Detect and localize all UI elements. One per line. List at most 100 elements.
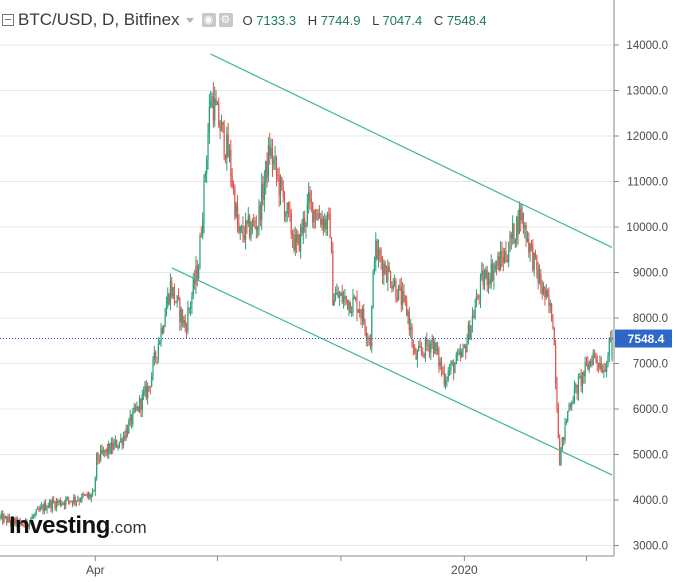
y-tick-label: 6000.0 xyxy=(633,404,668,416)
gear-icon[interactable]: ⚙ xyxy=(218,13,233,27)
candle-body xyxy=(59,500,61,506)
candle-body xyxy=(483,277,486,286)
last-price-label: 7548.4 xyxy=(628,332,665,346)
candle-body xyxy=(129,415,131,422)
candle-body xyxy=(125,428,127,439)
candle-body xyxy=(156,357,158,359)
candle-body xyxy=(493,269,495,280)
candle-body xyxy=(214,98,216,121)
candle-body xyxy=(188,308,190,310)
candle-body xyxy=(210,101,212,107)
candle-body xyxy=(51,500,53,510)
candle-body xyxy=(3,516,5,523)
candle-body xyxy=(379,249,381,256)
candle-body xyxy=(525,225,527,242)
candle-body xyxy=(458,351,460,355)
candle-body xyxy=(263,182,265,200)
candle-body xyxy=(591,360,593,365)
candle-body xyxy=(278,175,280,196)
candle-body xyxy=(222,121,224,125)
candle-body xyxy=(457,354,459,356)
candle-body xyxy=(62,502,64,504)
candle-body xyxy=(133,407,135,411)
candle-body xyxy=(270,148,272,157)
candle-body xyxy=(110,442,112,454)
candle-body xyxy=(0,516,1,519)
candle-body xyxy=(569,404,571,407)
candle-body xyxy=(257,227,259,231)
candle-body xyxy=(498,256,500,271)
candle-body xyxy=(160,328,162,342)
candle-body xyxy=(361,308,363,320)
logo-brand: Investing xyxy=(9,512,110,539)
eye-icon[interactable]: ◉ xyxy=(201,13,216,27)
candle-body xyxy=(267,145,270,178)
candle-body xyxy=(171,281,173,297)
lower-channel-line[interactable] xyxy=(171,267,613,476)
candle-body xyxy=(279,177,282,196)
candle-body xyxy=(546,290,549,296)
candle-body xyxy=(471,315,474,326)
candle-body xyxy=(510,234,512,239)
candle-body xyxy=(49,500,51,507)
candle-body xyxy=(294,234,296,250)
candle-body xyxy=(408,311,410,331)
candle-body xyxy=(105,448,107,453)
candle-body xyxy=(14,518,16,525)
candle-body xyxy=(347,299,349,310)
candle-body xyxy=(389,272,392,287)
candle-body xyxy=(559,437,561,466)
candle-body xyxy=(500,251,502,271)
candle-body xyxy=(592,352,594,365)
candle-body xyxy=(79,500,82,502)
upper-channel-line[interactable] xyxy=(210,53,613,249)
candle-body xyxy=(167,293,169,306)
candle-body xyxy=(122,435,125,445)
candle-body xyxy=(603,369,605,373)
candle-body xyxy=(579,376,581,378)
investing-logo: Investing.com xyxy=(9,512,147,540)
symbol-title[interactable]: BTC/USD, D, Bitfinex xyxy=(18,10,180,29)
candle-body xyxy=(28,521,31,527)
candle-body xyxy=(446,379,448,381)
candle-body xyxy=(71,501,74,504)
collapse-icon[interactable] xyxy=(2,14,14,26)
candle-body xyxy=(199,235,201,269)
candle-body xyxy=(443,371,445,385)
candle-body xyxy=(308,192,310,204)
candle-body xyxy=(269,145,271,157)
candle-body xyxy=(608,338,610,356)
candle-body xyxy=(583,372,585,377)
candle-body xyxy=(522,212,525,228)
chart-header: BTC/USD, D, Bitfinex ◉ ⚙ O 7133.3 H 7744… xyxy=(0,8,495,32)
candle-body xyxy=(153,351,155,360)
candle-body xyxy=(73,497,75,504)
candle-body xyxy=(345,296,347,300)
candle-body xyxy=(540,273,542,288)
candle-body xyxy=(94,478,96,492)
candle-body xyxy=(208,106,210,134)
candle-body xyxy=(45,503,47,511)
y-tick-label: 12000.0 xyxy=(626,131,668,143)
candle-body xyxy=(281,177,283,188)
candle-body xyxy=(176,295,178,303)
candle-body xyxy=(430,343,432,353)
candle-body xyxy=(161,328,163,333)
candle-body xyxy=(485,270,487,278)
candle-body xyxy=(195,265,197,285)
candle-body xyxy=(482,270,484,286)
candle-body xyxy=(563,437,565,441)
candle-body xyxy=(490,263,492,284)
candle-body xyxy=(387,266,389,282)
close-label: C xyxy=(433,12,444,28)
candle-body xyxy=(399,284,401,287)
candle-body xyxy=(431,338,433,344)
candle-body xyxy=(24,519,27,527)
candle-body xyxy=(297,234,299,243)
candle-body xyxy=(240,226,243,228)
chevron-down-icon[interactable] xyxy=(185,17,194,23)
candle-body xyxy=(285,213,287,217)
y-tick-label: 8000.0 xyxy=(633,313,668,325)
